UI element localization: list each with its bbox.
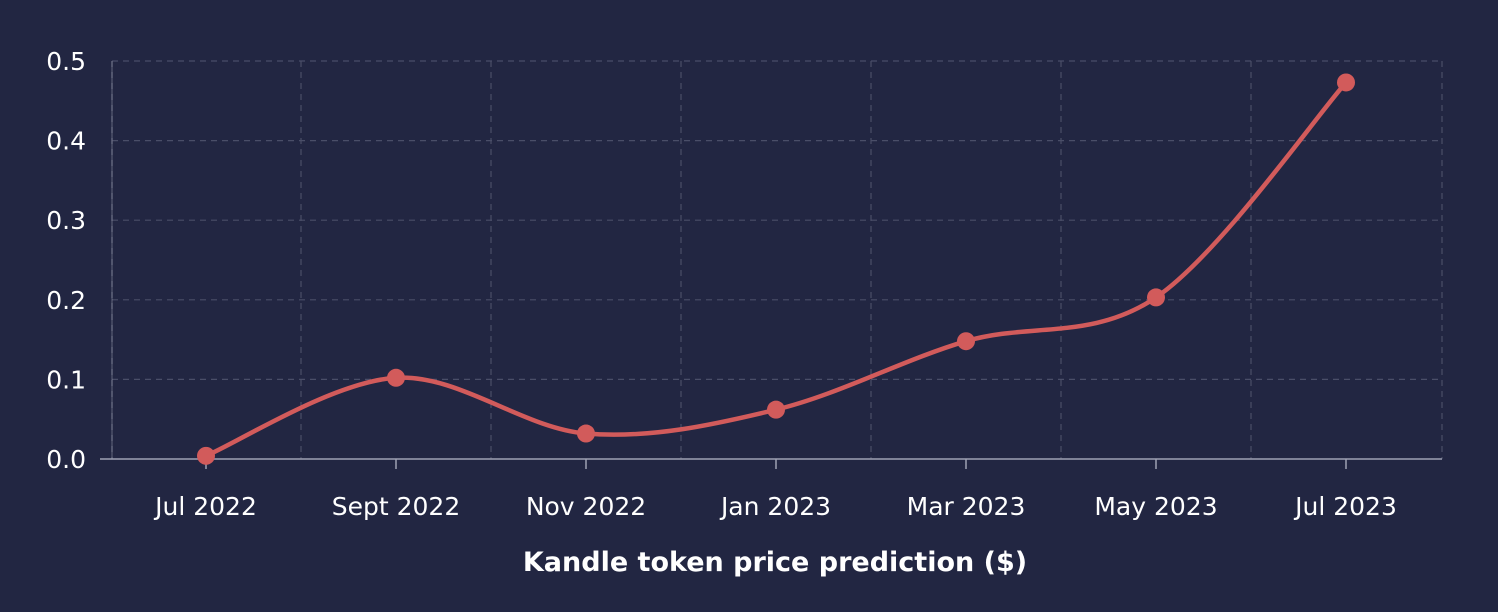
x-tick-label: Jan 2023 bbox=[719, 492, 831, 521]
data-point bbox=[767, 400, 785, 419]
x-axis-title: Kandle token price prediction ($) bbox=[523, 547, 1027, 578]
data-point bbox=[577, 424, 595, 443]
x-tick-label: Jul 2023 bbox=[1293, 492, 1397, 521]
x-tick-label: Mar 2023 bbox=[907, 492, 1026, 521]
y-tick-label: 0.4 bbox=[46, 127, 86, 156]
x-tick-label: Nov 2022 bbox=[526, 492, 646, 521]
data-point bbox=[957, 332, 975, 351]
y-tick-label: 0.1 bbox=[46, 365, 86, 394]
y-tick-label: 0.2 bbox=[46, 286, 86, 315]
x-tick-label: May 2023 bbox=[1094, 492, 1217, 521]
tick-labels: 0.0 0.1 0.2 0.3 0.4 0.5 Jul 2022 Sept 2022 Nov 2… bbox=[46, 47, 1397, 521]
x-tick-label: Jul 2022 bbox=[153, 492, 257, 521]
data-point bbox=[1337, 73, 1355, 92]
data-point bbox=[197, 446, 215, 465]
y-tick-label: 0.3 bbox=[46, 206, 86, 235]
series-line bbox=[203, 80, 1349, 459]
y-tick-label: 0.0 bbox=[46, 445, 86, 474]
data-point bbox=[1147, 288, 1165, 307]
series-lines bbox=[203, 80, 1349, 459]
data-points bbox=[197, 73, 1355, 465]
grid bbox=[111, 60, 1443, 459]
y-tick-label: 0.5 bbox=[46, 47, 86, 76]
data-point bbox=[387, 368, 405, 387]
x-tick-label: Sept 2022 bbox=[332, 492, 461, 521]
